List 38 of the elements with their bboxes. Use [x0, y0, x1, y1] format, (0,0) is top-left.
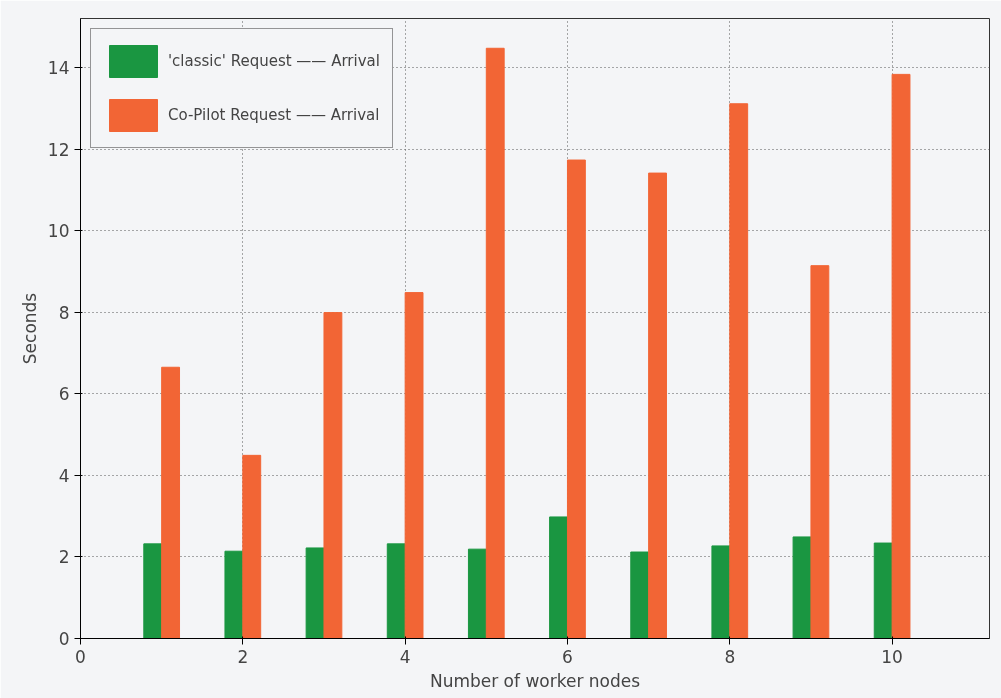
bar: [648, 172, 667, 639]
bar: [711, 545, 731, 639]
bar: [323, 312, 343, 639]
x-tick-label: 10: [881, 646, 903, 667]
bar: [729, 103, 749, 639]
y-tick-label: 6: [58, 384, 70, 405]
bar: [386, 543, 406, 639]
bar: [161, 366, 181, 639]
bar: [467, 548, 487, 639]
x-axis-title: Number of worker nodes: [429, 670, 641, 691]
bar: [873, 542, 893, 639]
x-tick-label: 8: [724, 646, 736, 667]
legend-label: 'classic' Request —— Arrival: [168, 52, 380, 70]
bar: [485, 47, 505, 639]
y-tick-label: 14: [47, 57, 70, 78]
bar: [810, 265, 830, 639]
bar: [404, 292, 424, 639]
x-tick-label: 0: [75, 646, 86, 667]
bar: [224, 550, 244, 639]
y-tick-label: 0: [58, 629, 70, 649]
bar: [566, 159, 586, 639]
x-tick-label: 4: [399, 646, 411, 667]
y-tick-label: 8: [58, 302, 70, 323]
bar: [549, 516, 568, 639]
bar: [143, 543, 163, 639]
bar: [792, 536, 812, 639]
bar: [305, 547, 325, 639]
y-tick-label: 2: [58, 547, 70, 568]
bar: [630, 551, 650, 639]
y-tick-label: 12: [47, 139, 70, 160]
y-tick-label: 4: [58, 465, 70, 486]
legend-label: Co-Pilot Request —— Arrival: [168, 106, 380, 124]
y-axis-title: Seconds: [19, 292, 40, 365]
y-tick-label: 10: [47, 221, 70, 242]
x-tick-label: 6: [562, 646, 573, 667]
x-tick-label: 2: [237, 646, 249, 667]
bar: [891, 73, 911, 639]
bar: [242, 454, 262, 639]
